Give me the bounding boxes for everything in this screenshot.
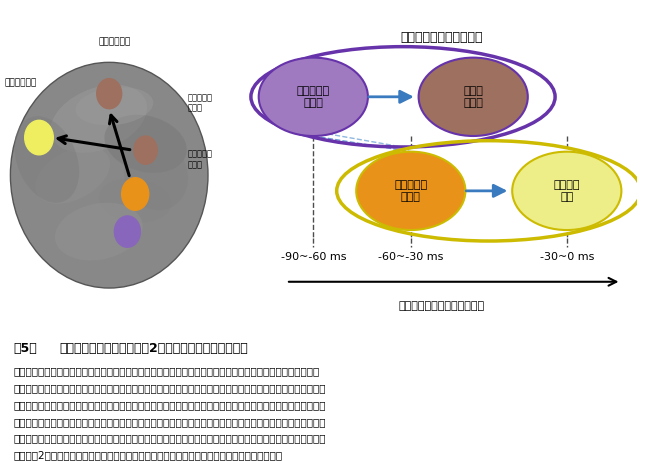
Circle shape bbox=[97, 79, 122, 109]
Ellipse shape bbox=[356, 152, 465, 230]
Circle shape bbox=[25, 120, 53, 155]
Text: -30~0 ms: -30~0 ms bbox=[540, 252, 594, 262]
Text: 頭頂間溝領域: 頭頂間溝領域 bbox=[5, 78, 37, 88]
Circle shape bbox=[114, 216, 140, 247]
Text: 皮質背側部から頭頂間溝領域への流れは、時間的に遅れて現れ、行動を止める行為をモニターし調節することに: 皮質背側部から頭頂間溝領域への流れは、時間的に遅れて現れ、行動を止める行為をモニ… bbox=[13, 417, 326, 427]
Text: （反応抑制完了からの時間）: （反応抑制完了からの時間） bbox=[399, 301, 485, 311]
Text: -60~-30 ms: -60~-30 ms bbox=[378, 252, 443, 262]
Text: ており、2つが異なる時間順序で働くことにより行動抑制を実現していることがわかりました。: ており、2つが異なる時間順序で働くことにより行動抑制を実現していることがわかりま… bbox=[13, 450, 282, 461]
Circle shape bbox=[134, 136, 157, 164]
Ellipse shape bbox=[105, 115, 187, 173]
Text: 下前頭皮質
腹側部: 下前頭皮質 腹側部 bbox=[187, 150, 212, 169]
Text: 下前頭皮質
背側部: 下前頭皮質 背側部 bbox=[187, 94, 212, 113]
Text: 関与することが示唆されました。以上から、独立した回路による情報の流れは、それぞれ別々の認知機能を担っ: 関与することが示唆されました。以上から、独立した回路による情報の流れは、それぞれ… bbox=[13, 434, 326, 443]
Text: 補足運動野への流れは時間的に早く見られ、行動を止めることに関与することが示唆されました。一方、下前頭: 補足運動野への流れは時間的に早く見られ、行動を止めることに関与することが示唆され… bbox=[13, 400, 326, 410]
Text: 下前頭皮質腹側部と背側部がそれぞれの回路の起点となっていることがわかりました。下前頭皮質腹側部から前: 下前頭皮質腹側部と背側部がそれぞれの回路の起点となっていることがわかりました。下… bbox=[13, 383, 326, 393]
Ellipse shape bbox=[55, 203, 143, 260]
Text: 下前頭皮質
背側部: 下前頭皮質 背側部 bbox=[395, 180, 427, 201]
Text: 今回の発見によりわかった2つの独立した情報処理回路: 今回の発見によりわかった2つの独立した情報処理回路 bbox=[60, 342, 248, 355]
Ellipse shape bbox=[512, 152, 621, 230]
Text: 図5：: 図5： bbox=[13, 342, 37, 355]
Ellipse shape bbox=[10, 62, 208, 288]
Text: ２つの独立な情報の流れ: ２つの独立な情報の流れ bbox=[401, 31, 483, 44]
Text: 前補足
運動野: 前補足 運動野 bbox=[463, 86, 483, 107]
Ellipse shape bbox=[14, 116, 79, 203]
Text: 下前頭皮質腹側部から前補足運動野へ、下前頭皮質背側部から頭頂間溝領域へとそれぞれ情報が流れていき、: 下前頭皮質腹側部から前補足運動野へ、下前頭皮質背側部から頭頂間溝領域へとそれぞれ… bbox=[13, 366, 319, 376]
Ellipse shape bbox=[419, 58, 528, 136]
Ellipse shape bbox=[124, 140, 188, 210]
Ellipse shape bbox=[99, 178, 172, 223]
Text: 下前頭皮質
腹側部: 下前頭皮質 腹側部 bbox=[297, 86, 330, 107]
Ellipse shape bbox=[36, 147, 110, 204]
Circle shape bbox=[122, 177, 149, 210]
Ellipse shape bbox=[51, 85, 147, 153]
Text: -90~-60 ms: -90~-60 ms bbox=[281, 252, 346, 262]
Ellipse shape bbox=[75, 87, 153, 125]
Text: 頭頂間溝
領域: 頭頂間溝 領域 bbox=[554, 180, 580, 201]
Text: 前補足運動野: 前補足運動野 bbox=[98, 38, 131, 47]
Ellipse shape bbox=[259, 58, 368, 136]
